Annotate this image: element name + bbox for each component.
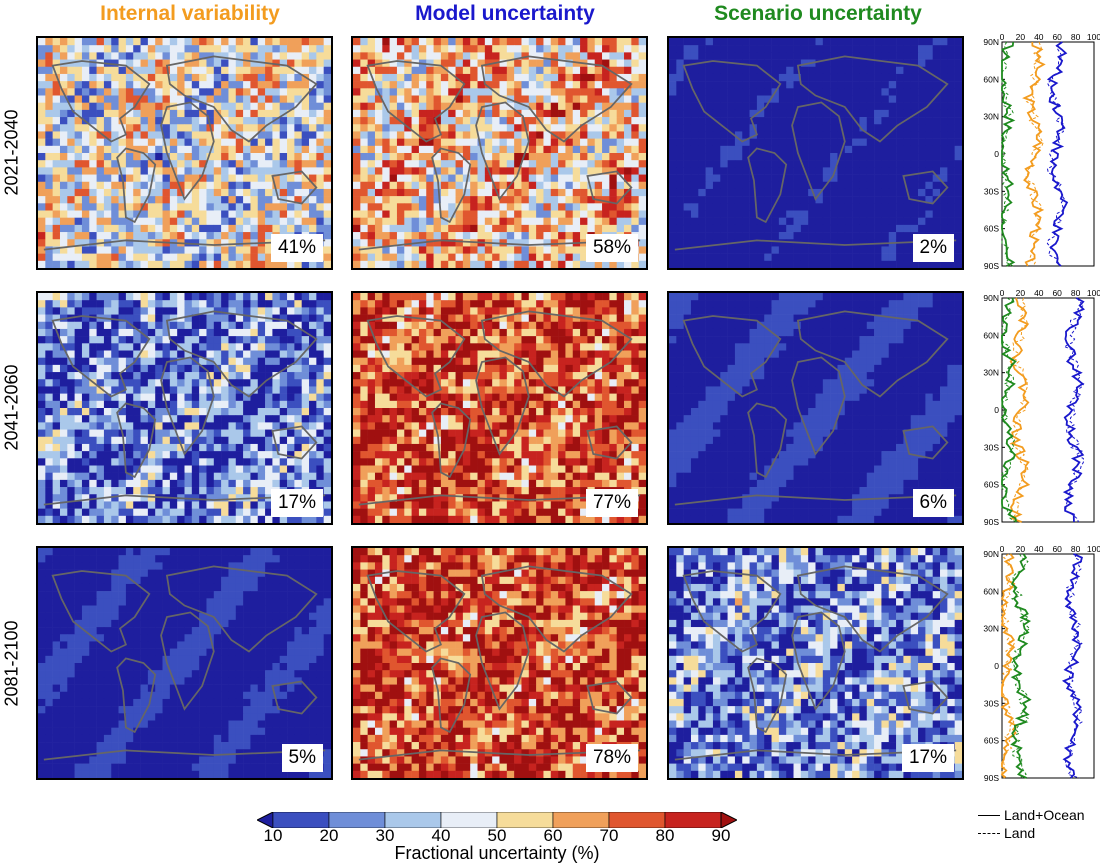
colorbar-ticks: 10 20 30 40 50 60 70 80 90 <box>257 826 737 846</box>
map-panel-model-1: 77% <box>351 291 648 525</box>
map-percent-label: 6% <box>912 489 954 517</box>
colorbar-tick: 70 <box>599 826 619 845</box>
map-percent-label: 17% <box>901 744 954 772</box>
latitude-profile-2081-2100: 90N 60N 30N 0 30S 60S 90S 0 20 40 60 80 100 <box>966 544 1100 783</box>
model-profile-line <box>1063 297 1085 523</box>
latitude-tick: 30S <box>984 698 999 708</box>
latitude-tick: 90N <box>983 37 999 47</box>
map-percent-label: 2% <box>912 234 954 262</box>
map-panel-scenario-0: 2% <box>667 36 964 270</box>
percent-tick: 40 <box>1034 544 1044 554</box>
latitude-tick: 0 <box>994 149 999 159</box>
map-panel-internal-2: 5% <box>36 546 333 780</box>
percent-tick: 60 <box>1052 32 1062 42</box>
latitude-tick: 60S <box>984 736 999 746</box>
internal-profile-line <box>1009 297 1031 523</box>
latitude-tick: 90N <box>983 549 999 559</box>
latitude-profile-2021-2040: 90N 60N 30N 0 30S 60S 90S 0 20 40 60 80 100 <box>966 32 1100 271</box>
latitude-tick: 30S <box>984 186 999 196</box>
colorbar-label: Fractional uncertainty (%) <box>394 843 600 863</box>
line-legend: Land+Ocean Land <box>978 806 1085 842</box>
percent-tick: 20 <box>1016 288 1026 298</box>
map-panel-internal-1: 17% <box>36 291 333 525</box>
colorbar-tick: 80 <box>655 826 675 845</box>
latitude-tick: 60N <box>983 586 999 596</box>
map-panel-model-2: 78% <box>351 546 648 780</box>
percent-tick: 100 <box>1087 544 1100 554</box>
map-panel-model-0: 58% <box>351 36 648 270</box>
map-percent-label: 77% <box>585 489 638 517</box>
percent-tick: 60 <box>1052 288 1062 298</box>
map-panel-internal-0: 41% <box>36 36 333 270</box>
map-percent-label: 17% <box>270 489 323 517</box>
colorbar-tick: 10 <box>263 826 283 845</box>
latitude-tick: 60N <box>983 330 999 340</box>
map-percent-label: 5% <box>281 744 323 772</box>
scenario-profile-line <box>1010 553 1031 779</box>
model-profile-line <box>1062 297 1085 523</box>
scenario-profile-line <box>1010 553 1032 779</box>
map-panel-scenario-2: 17% <box>667 546 964 780</box>
scenario-profile-line <box>1001 297 1017 523</box>
latitude-tick: 0 <box>994 405 999 415</box>
map-percent-label: 78% <box>585 744 638 772</box>
percent-tick: 100 <box>1087 288 1100 298</box>
percent-tick: 80 <box>1071 288 1081 298</box>
latitude-tick: 60N <box>983 74 999 84</box>
map-panel-scenario-1: 6% <box>667 291 964 525</box>
scenario-profile-line <box>1000 41 1016 267</box>
percent-tick: 80 <box>1071 32 1081 42</box>
latitude-tick: 60S <box>984 480 999 490</box>
model-profile-line <box>1046 41 1069 267</box>
internal-profile-line <box>1000 553 1018 779</box>
percent-tick: 20 <box>1016 544 1026 554</box>
internal-profile-line <box>1022 41 1046 267</box>
internal-profile-line <box>1001 553 1015 779</box>
latitude-tick: 30N <box>983 368 999 378</box>
model-profile-line <box>1065 553 1084 779</box>
colorbar <box>255 811 739 842</box>
latitude-tick: 30N <box>983 112 999 122</box>
column-title-model-uncertainty: Model uncertainty <box>415 2 595 25</box>
latitude-tick: 90N <box>983 293 999 303</box>
row-label-2021-2040: 2021-2040 <box>1 109 22 196</box>
percent-tick: 0 <box>1000 544 1005 554</box>
colorbar-tick: 90 <box>711 826 731 845</box>
column-title-scenario-uncertainty: Scenario uncertainty <box>714 2 922 25</box>
latitude-tick: 90S <box>984 261 999 271</box>
latitude-tick: 30S <box>984 442 999 452</box>
legend-solid: Land+Ocean <box>978 806 1085 824</box>
colorbar-high-arrow <box>720 811 739 829</box>
colorbar-tick: 20 <box>319 826 339 845</box>
latitude-tick: 60S <box>984 224 999 234</box>
percent-tick: 60 <box>1052 544 1062 554</box>
latitude-tick: 90S <box>984 773 999 783</box>
percent-tick: 0 <box>1000 288 1005 298</box>
internal-profile-line <box>1011 297 1029 523</box>
row-label-2041-2060: 2041-2060 <box>1 364 22 451</box>
percent-tick: 40 <box>1034 32 1044 42</box>
colorbar-tick: 50 <box>487 826 507 845</box>
colorbar-tick: 30 <box>375 826 395 845</box>
percent-tick: 100 <box>1087 32 1100 42</box>
colorbar-tick: 40 <box>431 826 451 845</box>
map-percent-label: 41% <box>270 234 323 262</box>
percent-tick: 80 <box>1071 544 1081 554</box>
percent-tick: 20 <box>1016 32 1026 42</box>
latitude-tick: 90S <box>984 517 999 527</box>
row-label-2081-2100: 2081-2100 <box>1 620 22 707</box>
map-percent-label: 58% <box>585 234 638 262</box>
latitude-profile-2041-2060: 90N 60N 30N 0 30S 60S 90S 0 20 40 60 80 100 <box>966 288 1100 527</box>
latitude-tick: 30N <box>983 624 999 634</box>
legend-dashed: Land <box>978 824 1085 842</box>
model-profile-line <box>1046 41 1065 267</box>
percent-tick: 40 <box>1034 288 1044 298</box>
model-profile-line <box>1061 553 1083 779</box>
internal-profile-line <box>1025 41 1044 267</box>
column-title-internal-variability: Internal variability <box>100 2 280 25</box>
colorbar-tick: 60 <box>543 826 563 845</box>
latitude-tick: 0 <box>994 661 999 671</box>
percent-tick: 0 <box>1000 32 1005 42</box>
